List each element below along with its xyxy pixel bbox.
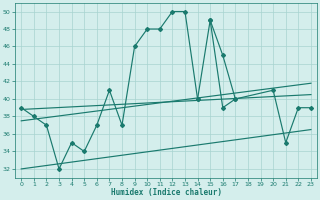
X-axis label: Humidex (Indice chaleur): Humidex (Indice chaleur) (111, 188, 221, 197)
